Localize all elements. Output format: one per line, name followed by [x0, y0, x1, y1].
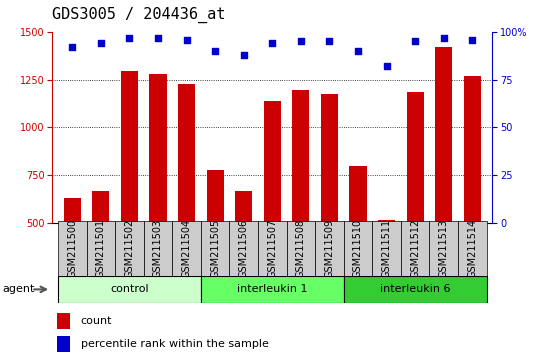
- FancyBboxPatch shape: [58, 221, 86, 276]
- Point: [211, 48, 219, 54]
- Point: [125, 35, 134, 40]
- FancyBboxPatch shape: [86, 221, 115, 276]
- FancyBboxPatch shape: [315, 221, 344, 276]
- FancyBboxPatch shape: [458, 221, 487, 276]
- Bar: [178, 85, 195, 319]
- Point: [439, 35, 448, 40]
- Text: GSM211509: GSM211509: [324, 219, 334, 278]
- Text: control: control: [110, 284, 148, 295]
- FancyBboxPatch shape: [344, 276, 487, 303]
- FancyBboxPatch shape: [430, 221, 458, 276]
- FancyBboxPatch shape: [401, 221, 430, 276]
- Bar: [121, 71, 138, 319]
- FancyBboxPatch shape: [172, 221, 201, 276]
- Bar: [150, 74, 167, 319]
- Text: GSM211502: GSM211502: [124, 219, 134, 278]
- Bar: [292, 90, 310, 319]
- Point: [239, 52, 248, 58]
- Bar: [378, 220, 395, 319]
- Text: GSM211514: GSM211514: [468, 219, 477, 278]
- Point: [68, 44, 76, 50]
- Text: interleukin 1: interleukin 1: [237, 284, 307, 295]
- Bar: [235, 190, 252, 319]
- Point: [411, 39, 420, 44]
- Text: GSM211507: GSM211507: [267, 219, 277, 278]
- Text: GSM211512: GSM211512: [410, 219, 420, 278]
- Text: GSM211503: GSM211503: [153, 219, 163, 278]
- Text: GSM211501: GSM211501: [96, 219, 106, 278]
- FancyBboxPatch shape: [287, 221, 315, 276]
- FancyBboxPatch shape: [115, 221, 144, 276]
- Text: GSM211513: GSM211513: [439, 219, 449, 278]
- Bar: [321, 94, 338, 319]
- Bar: [207, 171, 224, 319]
- Text: GDS3005 / 204436_at: GDS3005 / 204436_at: [52, 7, 225, 23]
- Bar: [57, 336, 70, 352]
- Point: [382, 63, 391, 69]
- Text: count: count: [81, 316, 112, 326]
- Point: [296, 39, 305, 44]
- Text: GSM211500: GSM211500: [67, 219, 77, 278]
- FancyBboxPatch shape: [372, 221, 401, 276]
- Text: GSM211508: GSM211508: [296, 219, 306, 278]
- Bar: [64, 198, 81, 319]
- Point: [468, 37, 477, 42]
- Bar: [464, 76, 481, 319]
- Point: [153, 35, 162, 40]
- FancyBboxPatch shape: [201, 221, 229, 276]
- Bar: [57, 313, 70, 329]
- FancyBboxPatch shape: [344, 221, 372, 276]
- Point: [182, 37, 191, 42]
- Point: [268, 40, 277, 46]
- Bar: [406, 92, 424, 319]
- Text: agent: agent: [3, 284, 35, 294]
- Point: [96, 40, 105, 46]
- Point: [354, 48, 362, 54]
- Text: GSM211505: GSM211505: [210, 219, 220, 278]
- Bar: [92, 190, 109, 319]
- Text: interleukin 6: interleukin 6: [380, 284, 450, 295]
- FancyBboxPatch shape: [258, 221, 287, 276]
- FancyBboxPatch shape: [229, 221, 258, 276]
- FancyBboxPatch shape: [58, 276, 201, 303]
- Point: [325, 39, 334, 44]
- Bar: [349, 166, 366, 319]
- FancyBboxPatch shape: [201, 276, 344, 303]
- Text: GSM211506: GSM211506: [239, 219, 249, 278]
- Bar: [435, 47, 452, 319]
- Text: percentile rank within the sample: percentile rank within the sample: [81, 339, 269, 349]
- FancyBboxPatch shape: [144, 221, 172, 276]
- Bar: [263, 101, 281, 319]
- Text: GSM211504: GSM211504: [182, 219, 191, 278]
- Text: GSM211511: GSM211511: [382, 219, 392, 278]
- Text: GSM211510: GSM211510: [353, 219, 363, 278]
